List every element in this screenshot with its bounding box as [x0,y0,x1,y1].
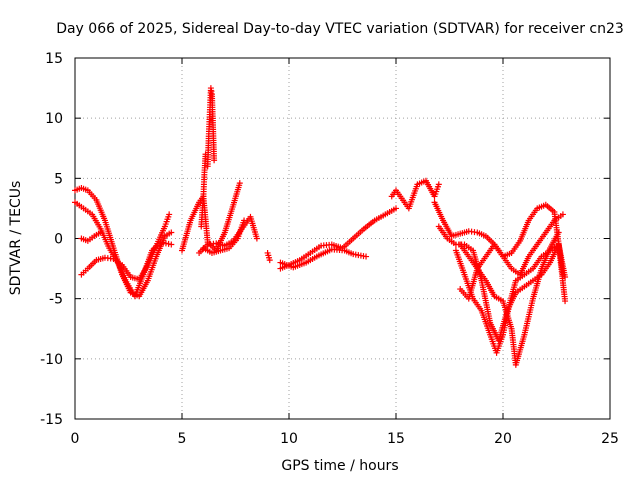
y-tick-label: 10 [45,111,63,127]
data-point [562,274,569,281]
x-tick-label: 25 [601,431,619,447]
data-marks [72,85,569,368]
interpolated-point [160,239,167,246]
data-point [363,253,370,260]
data-point [168,229,175,236]
data-point [236,180,243,187]
chart-title: Day 066 of 2025, Sidereal Day-to-day VTE… [56,21,624,37]
x-tick-label: 10 [280,431,298,447]
y-axis-label: SDTVAR / TECUs [8,181,24,296]
x-tick-label: 0 [71,431,80,447]
y-tick-label: -15 [40,412,63,428]
axis-ticks [74,57,611,420]
x-axis-label: GPS time / hours [281,458,398,474]
data-point [168,241,175,248]
data-point [562,298,569,305]
chart-grid [75,58,610,419]
y-tick-label: -10 [40,352,63,368]
y-tick-label: 5 [54,171,63,187]
y-tick-label: 15 [45,51,63,67]
data-point [435,181,442,188]
data-point [211,157,218,164]
data-point [166,211,173,218]
data-point [555,229,562,236]
y-tick-labels: -15 -10 -5 0 5 10 15 [40,51,63,428]
data-point [241,217,248,224]
data-point [559,211,566,218]
y-tick-label: -5 [49,292,63,308]
x-tick-label: 5 [178,431,187,447]
data-point [393,205,399,212]
data-point [97,229,104,236]
x-tick-labels: 0 5 10 15 20 25 [71,431,619,447]
x-tick-label: 15 [387,431,405,447]
data-point [253,235,260,242]
y-tick-label: 0 [54,232,63,248]
interpolated-point [162,240,169,247]
data-point [157,239,164,246]
interpolated-point [165,240,172,247]
x-tick-label: 20 [494,431,512,447]
data-point [266,257,273,264]
